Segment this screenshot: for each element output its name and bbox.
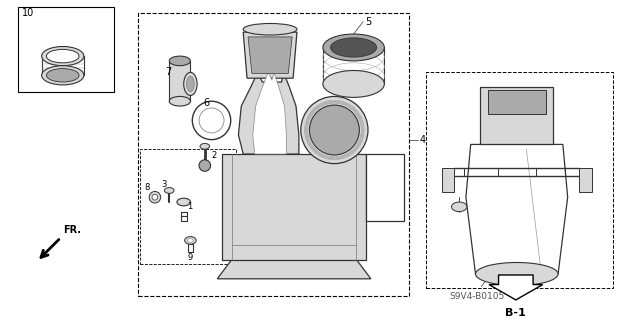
Text: 1: 1 (188, 202, 193, 211)
Bar (480, 87, 553, 145)
Polygon shape (243, 32, 297, 78)
Polygon shape (466, 145, 568, 274)
Ellipse shape (187, 76, 195, 92)
Polygon shape (442, 168, 454, 192)
Ellipse shape (185, 237, 196, 244)
Polygon shape (579, 168, 591, 192)
Text: 6: 6 (203, 98, 209, 108)
Ellipse shape (323, 34, 384, 61)
Text: FR.: FR. (63, 225, 81, 235)
Ellipse shape (451, 202, 467, 211)
Ellipse shape (42, 66, 84, 85)
Text: 10: 10 (22, 8, 35, 18)
Text: 7: 7 (165, 67, 172, 78)
Text: S9V4-B0105: S9V4-B0105 (449, 292, 505, 300)
Ellipse shape (323, 70, 384, 97)
Polygon shape (170, 61, 191, 101)
Text: 5: 5 (365, 17, 371, 26)
Ellipse shape (199, 160, 211, 171)
Ellipse shape (199, 108, 224, 133)
Ellipse shape (193, 101, 231, 140)
Ellipse shape (47, 49, 79, 63)
Ellipse shape (170, 96, 191, 106)
Bar (18, 7, 114, 92)
Ellipse shape (164, 188, 174, 193)
Text: 2: 2 (212, 152, 217, 160)
Ellipse shape (243, 24, 297, 35)
Ellipse shape (310, 105, 359, 155)
Bar (141, 149, 237, 264)
Polygon shape (239, 72, 299, 154)
Text: 3: 3 (161, 180, 166, 189)
Ellipse shape (200, 144, 210, 149)
Text: 9: 9 (188, 253, 193, 262)
Polygon shape (248, 37, 292, 73)
Ellipse shape (47, 69, 79, 82)
Ellipse shape (188, 239, 193, 242)
Text: 8: 8 (145, 183, 150, 192)
Ellipse shape (177, 198, 191, 206)
Polygon shape (253, 72, 287, 154)
Ellipse shape (170, 56, 191, 66)
Ellipse shape (152, 194, 158, 200)
Ellipse shape (149, 191, 161, 203)
Bar (426, 72, 612, 288)
Polygon shape (366, 154, 404, 221)
Ellipse shape (301, 96, 368, 164)
Ellipse shape (42, 47, 84, 66)
Polygon shape (218, 260, 371, 279)
Ellipse shape (330, 38, 376, 57)
Bar (138, 13, 409, 296)
Ellipse shape (184, 72, 197, 95)
Polygon shape (489, 275, 543, 300)
Text: B-1: B-1 (506, 308, 526, 318)
Text: 4: 4 (420, 135, 426, 145)
Bar (488, 90, 545, 114)
Polygon shape (222, 154, 366, 260)
Ellipse shape (476, 263, 558, 286)
